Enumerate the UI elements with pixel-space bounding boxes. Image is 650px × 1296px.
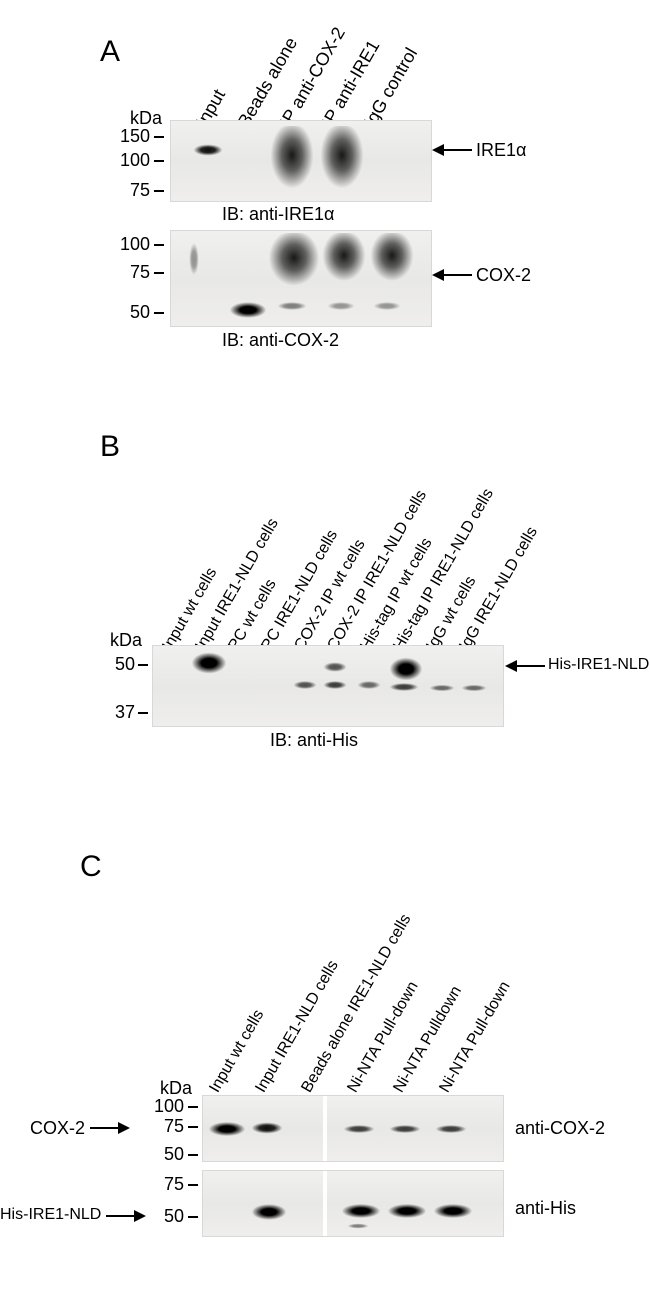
band-c1-p2 [389, 1124, 421, 1134]
blot-a2 [170, 230, 432, 327]
band-b-8top [389, 656, 423, 682]
arrow-c2-left-label: His-IRE1-NLD [0, 1206, 101, 1224]
arrow-a2-label: COX-2 [476, 265, 531, 286]
band-a2-igg-big [369, 233, 415, 283]
arrow-c1-left-label: COX-2 [30, 1118, 85, 1139]
band-c1-wt [208, 1121, 246, 1137]
mw-a2-1: 75 [125, 262, 150, 283]
band-b-9 [429, 684, 455, 692]
band-a2-ire1-big [321, 233, 367, 283]
tick-a1-1 [154, 160, 164, 162]
band-c2-nld [251, 1203, 287, 1221]
arrow-a1-icon [432, 140, 472, 160]
kda-b: kDa [110, 630, 142, 651]
tick-a2-1 [154, 272, 164, 274]
arrow-c1-left-icon [90, 1118, 130, 1138]
band-b-10 [461, 684, 487, 692]
band-a1-input [193, 143, 223, 157]
arrow-a1-label: IRE1α [476, 140, 526, 161]
arrow-b-icon [505, 656, 545, 676]
tick-c1-1 [188, 1126, 198, 1128]
blot-c1 [202, 1095, 504, 1162]
mw-c1-1: 75 [159, 1116, 184, 1137]
band-a2-lo2 [327, 301, 355, 311]
band-b-5a [293, 680, 317, 690]
ib-b: IB: anti-His [270, 730, 358, 751]
mw-c2-0: 75 [159, 1174, 184, 1195]
band-c2-p3 [433, 1203, 473, 1219]
mw-c1-2: 50 [159, 1144, 184, 1165]
band-a2-cox2-big [267, 233, 321, 288]
panel-a-label: A [100, 35, 120, 69]
mw-a2-2: 50 [125, 302, 150, 323]
panel-b-label: B [100, 430, 120, 464]
arrow-a2-icon [432, 265, 472, 285]
tick-a2-2 [154, 312, 164, 314]
band-b-input-nld [191, 651, 227, 675]
band-c1-nld [251, 1121, 283, 1135]
mw-a1-2: 75 [125, 180, 150, 201]
band-c1-p3 [435, 1124, 467, 1134]
band-b-6bot [323, 680, 347, 690]
arrow-c2-left-icon [106, 1206, 146, 1226]
band-b-6top [323, 661, 347, 673]
mw-a2-0: 100 [118, 234, 150, 255]
band-c2-lo [347, 1223, 369, 1229]
blot-c1-gap [323, 1096, 327, 1161]
blot-c2-gap [323, 1171, 327, 1236]
mw-a1-1: 100 [118, 150, 150, 171]
ib-c2: anti-His [515, 1198, 576, 1219]
band-c2-p1 [341, 1203, 381, 1219]
tick-c2-0 [188, 1184, 198, 1186]
tick-a1-0 [154, 136, 164, 138]
blot-a1 [170, 120, 432, 202]
panel-c-label: C [80, 850, 102, 884]
tick-c1-2 [188, 1154, 198, 1156]
mw-a1-0: 150 [118, 126, 150, 147]
band-a2-lo3 [373, 301, 401, 311]
band-a2-lo1 [277, 301, 307, 311]
blot-c2 [202, 1170, 504, 1237]
band-c2-p2 [387, 1203, 427, 1219]
ib-a1: IB: anti-IRE1α [222, 204, 334, 225]
ib-a2: IB: anti-COX-2 [222, 330, 339, 351]
ib-c1: anti-COX-2 [515, 1118, 605, 1139]
tick-c1-0 [188, 1106, 198, 1108]
band-a1-ire1 [319, 126, 365, 191]
blot-b [152, 645, 504, 727]
mw-b-0: 50 [110, 654, 135, 675]
mw-c1-0: 100 [152, 1096, 184, 1117]
tick-c2-1 [188, 1216, 198, 1218]
band-b-7 [357, 680, 381, 690]
band-a1-cox2 [269, 126, 315, 191]
mw-b-1: 37 [110, 702, 135, 723]
band-b-8bot [389, 682, 419, 692]
tick-b-1 [138, 712, 148, 714]
tick-a1-2 [154, 190, 164, 192]
arrow-b-label: His-IRE1-NLD [548, 656, 649, 674]
band-a2-input [189, 239, 199, 279]
lane-c-1: Input IRE1-NLD cells [252, 958, 342, 1096]
band-a2-beads [229, 301, 267, 319]
mw-c2-1: 50 [159, 1206, 184, 1227]
band-c1-p1 [343, 1124, 375, 1134]
tick-a2-0 [154, 244, 164, 246]
tick-b-0 [138, 664, 148, 666]
